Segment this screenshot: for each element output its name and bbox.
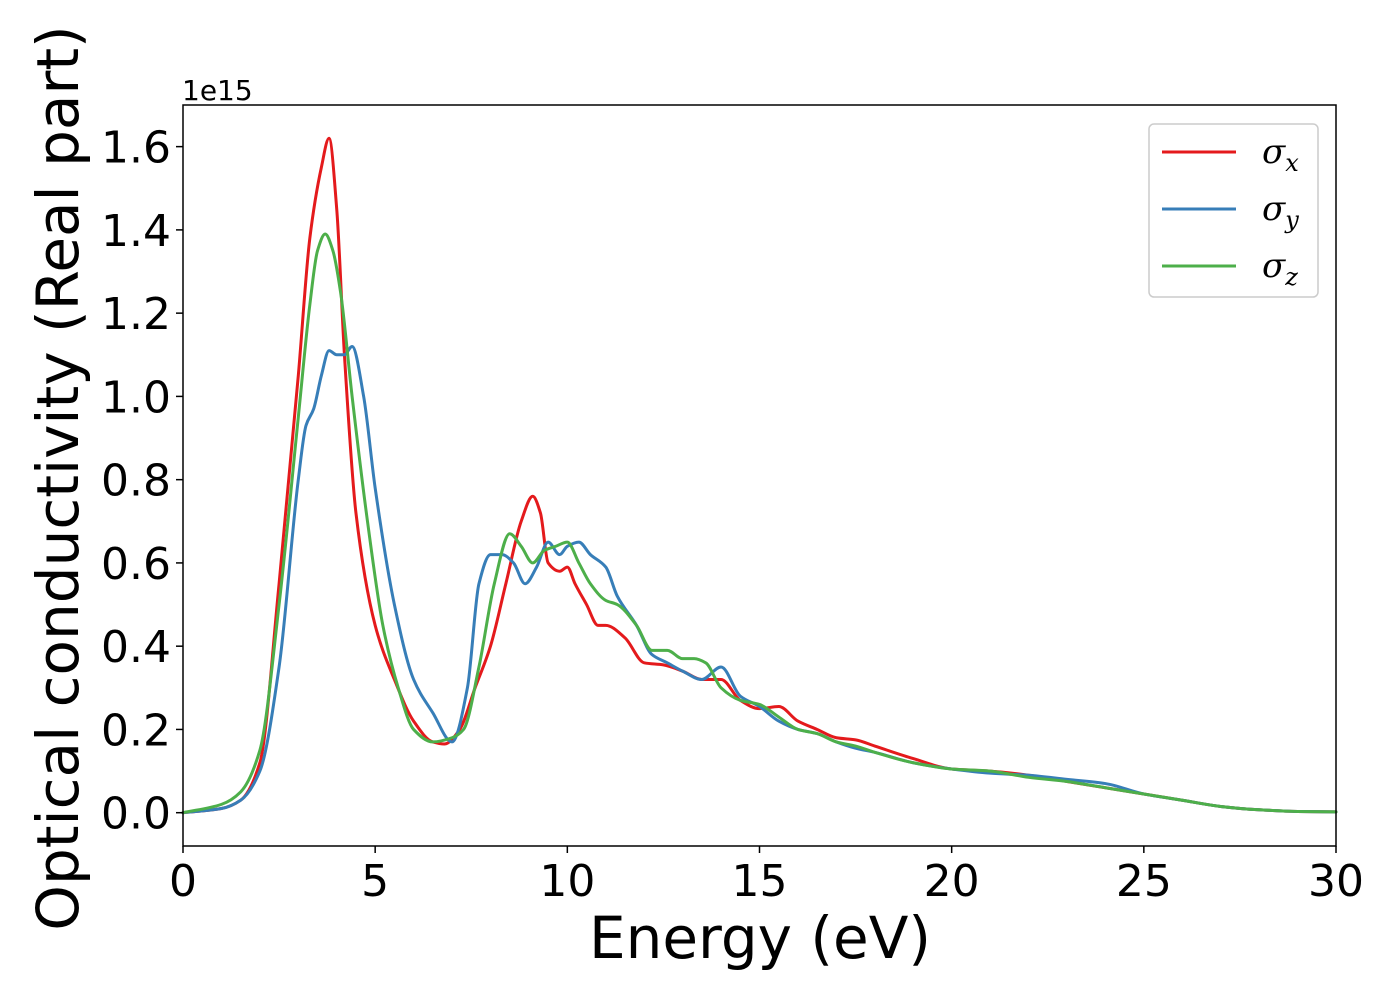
legend-label-x: σx (1262, 132, 1299, 177)
y-tick-label: 1.6 (101, 123, 171, 174)
x-tick-label: 5 (361, 856, 389, 907)
series-line-z (181, 232, 1338, 815)
axes: 0 5 10 15 20 25 30 0.0 0.2 0.4 0.6 0.8 1.0 1.2 1.4 1.6 (101, 104, 1364, 907)
legend: σx σy σz (1148, 123, 1319, 298)
legend-label-y: σy (1262, 189, 1299, 234)
y-tick-label: 0.8 (101, 456, 171, 507)
x-tick-label: 20 (924, 856, 980, 907)
x-tick-label: 10 (539, 856, 595, 907)
y-tick-label: 0.2 (101, 705, 171, 756)
x-tick-label: 0 (169, 856, 197, 907)
y-tick-label: 0.6 (101, 539, 171, 590)
y-tick-label: 1.4 (101, 206, 171, 257)
y-tick-label: 0.4 (101, 622, 171, 673)
y-tick-label: 0.0 (101, 789, 171, 840)
x-tick-label: 15 (732, 856, 788, 907)
x-tick-label: 30 (1308, 856, 1364, 907)
y-axis-offset-label: 1e15 (182, 74, 253, 107)
y-tick-label: 1.0 (101, 372, 171, 423)
plot-area (181, 136, 1338, 815)
legend-label-z: σz (1262, 246, 1298, 291)
y-tick-label: 1.2 (101, 289, 171, 340)
y-axis-label: Optical conductivity (Real part) (24, 25, 92, 930)
x-tick-label: 25 (1116, 856, 1172, 907)
x-axis-label: Energy (eV) (589, 904, 931, 972)
